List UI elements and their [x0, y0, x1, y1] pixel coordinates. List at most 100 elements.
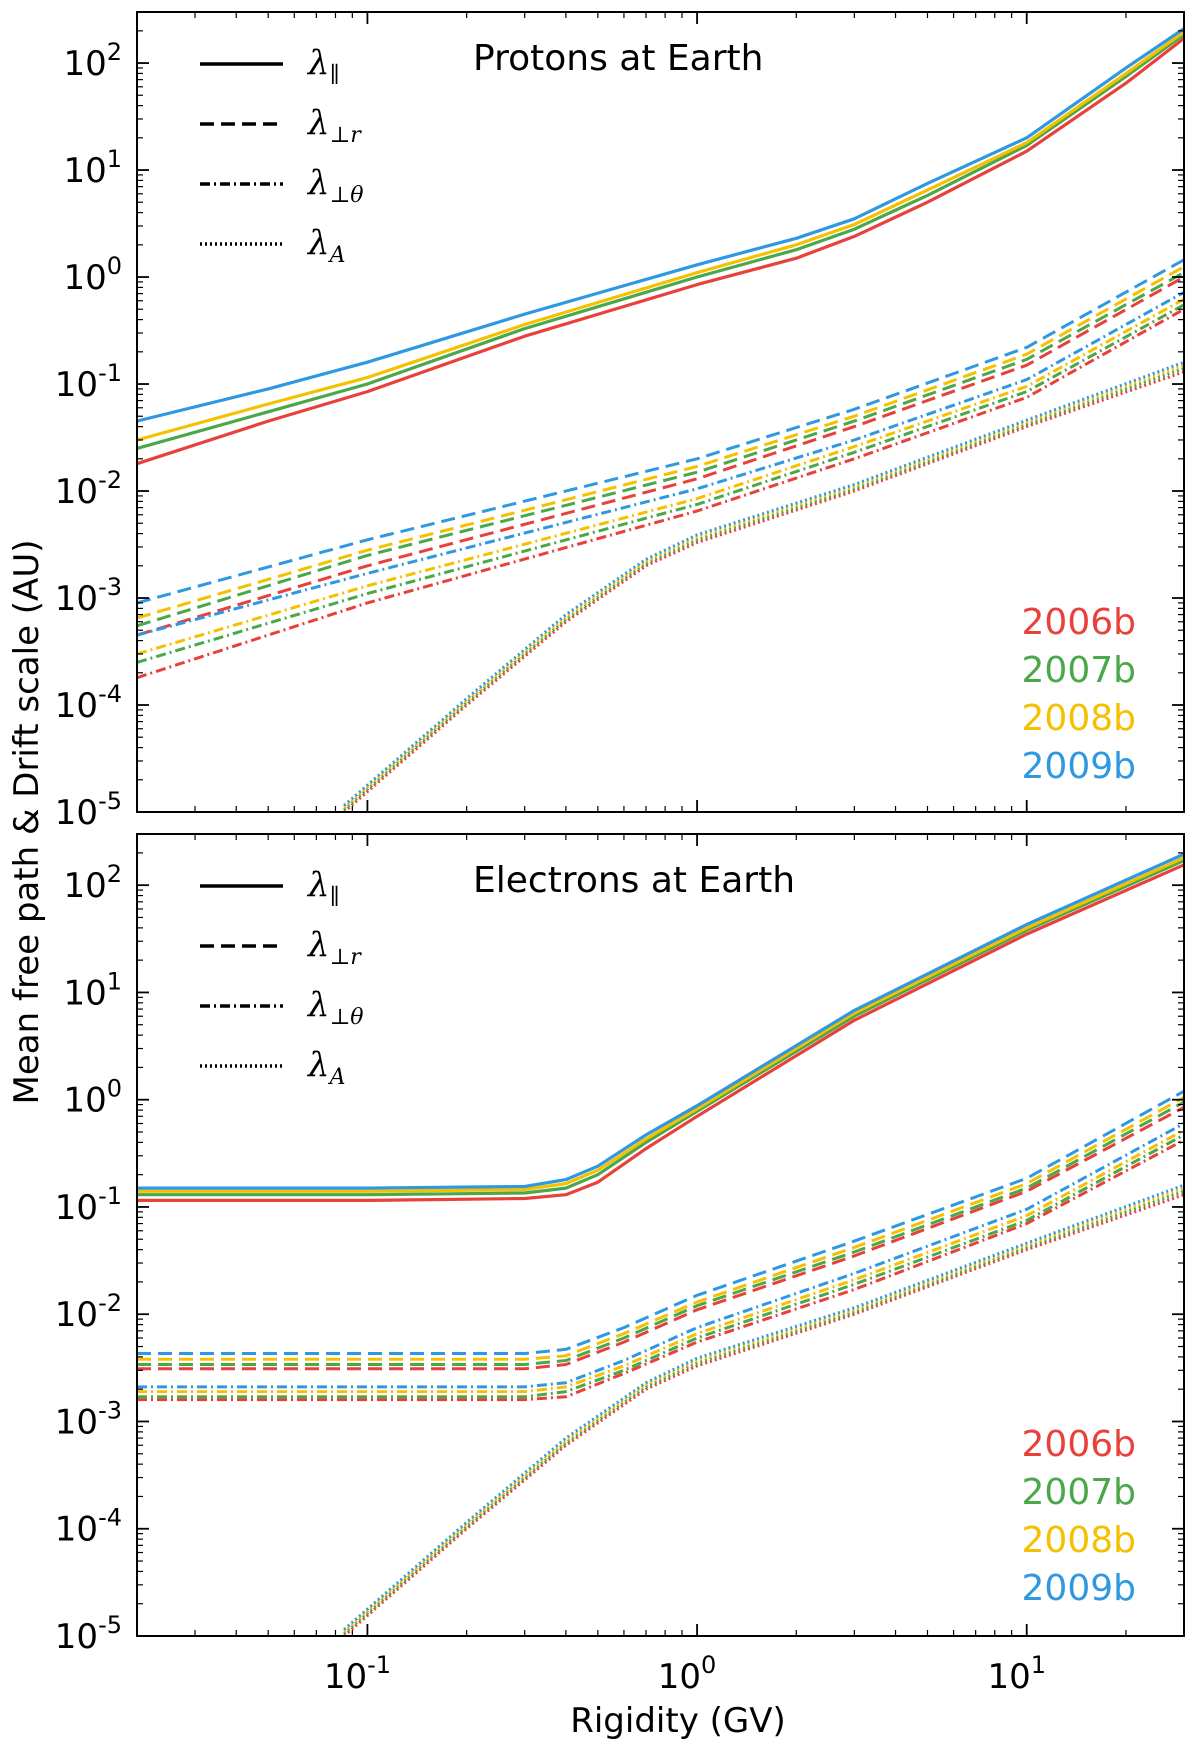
legend-label: λ⊥θ	[306, 163, 364, 208]
plot-frame	[136, 833, 1185, 1637]
series-line-2009b-lambda-A	[343, 360, 1184, 807]
x-tick-label: 10-1	[324, 1651, 391, 1697]
y-tick-base: 10	[55, 686, 98, 726]
y-tick-exponent: 1	[107, 967, 122, 995]
year-legend-2006b: 2006b	[1022, 602, 1136, 643]
series-line-2009b-lambda-par	[137, 27, 1184, 423]
legend-label-subscript: ∥	[330, 63, 340, 88]
year-legend-2007b: 2007b	[1022, 1472, 1136, 1513]
series-line-2006b-lambda-perp-theta	[137, 1138, 1184, 1402]
y-tick-exponent: -2	[98, 1289, 122, 1317]
series-line-2006b-lambda-perp-r	[137, 275, 1184, 637]
series-line-2007b-lambda-perp-r	[137, 271, 1184, 628]
major-ticks	[137, 834, 1184, 1637]
y-tick-label: 100	[63, 252, 122, 298]
y-tick-base: 10	[55, 1617, 98, 1657]
series-line-2007b-lambda-A	[343, 366, 1184, 811]
series-line-2007b-lambda-A	[343, 1189, 1184, 1635]
year-legend-2007b: 2007b	[1022, 650, 1136, 691]
x-tick-exponent: 1	[1031, 1651, 1046, 1679]
major-ticks	[137, 12, 1184, 813]
series-line-2008b-lambda-perp-r	[137, 1096, 1184, 1361]
x-tick-exponent: -1	[367, 1651, 391, 1679]
series-group	[137, 852, 1184, 1636]
legend-label-subscript: ⊥r	[330, 945, 363, 970]
series-line-2008b-lambda-perp-theta	[137, 297, 1184, 656]
y-tick-label: 10-2	[55, 466, 122, 512]
x-tick-label: 101	[987, 1651, 1046, 1697]
legend-label: λ∥	[306, 865, 340, 910]
y-tick-exponent: -5	[98, 787, 122, 815]
legend-label-subscript: A	[328, 243, 346, 268]
series-line-2009b-lambda-perp-theta	[137, 1122, 1184, 1389]
series-line-2008b-lambda-par	[137, 856, 1184, 1193]
y-tick-label: 10-1	[55, 1182, 122, 1228]
legend-label-subscript: ⊥θ	[330, 183, 364, 208]
y-tick-label: 10-2	[55, 1289, 122, 1335]
series-line-2007b-lambda-par	[137, 859, 1184, 1197]
y-tick-exponent: 1	[107, 145, 122, 173]
y-tick-exponent: -4	[98, 680, 122, 708]
x-tick-base: 10	[987, 1657, 1030, 1697]
series-line-2007b-lambda-par	[137, 33, 1184, 450]
year-legend-2009b: 2009b	[1022, 1568, 1136, 1609]
year-legend-2008b: 2008b	[1022, 1520, 1136, 1561]
y-tick-exponent: -3	[98, 573, 122, 601]
series-line-2007b-lambda-perp-theta	[137, 303, 1184, 664]
series-line-2006b-lambda-A	[343, 1193, 1184, 1636]
series-group	[137, 27, 1184, 812]
x-axis-title: Rigidity (GV)	[570, 1701, 786, 1741]
series-line-2009b-lambda-par	[137, 852, 1184, 1190]
year-legend-2009b: 2009b	[1022, 746, 1136, 787]
legend-label: λA	[306, 1045, 345, 1090]
legend-label-main: λ	[306, 103, 330, 143]
legend-label-subscript: ∥	[330, 885, 340, 910]
y-tick-label: 10-1	[55, 359, 122, 405]
series-line-2006b-lambda-perp-r	[137, 1105, 1184, 1371]
y-tick-label: 100	[63, 1075, 122, 1121]
y-tick-exponent: 2	[107, 860, 122, 888]
x-tick-label: 100	[658, 1651, 717, 1697]
y-tick-exponent: 2	[107, 38, 122, 66]
y-tick-label: 10-3	[55, 1396, 122, 1442]
y-tick-base: 10	[55, 1295, 98, 1335]
y-axis-title: Mean free path & Drift scale (AU)	[7, 540, 47, 1105]
legend-label: λ⊥θ	[306, 985, 364, 1030]
panel-title: Protons at Earth	[473, 38, 763, 79]
y-tick-label: 102	[63, 38, 122, 84]
y-tick-exponent: -5	[98, 1611, 122, 1639]
legend-label-main: λ	[306, 1045, 330, 1085]
series-line-2007b-lambda-perp-r	[137, 1100, 1184, 1366]
series-line-2009b-lambda-A	[343, 1183, 1184, 1631]
y-tick-base: 10	[55, 1188, 98, 1228]
y-tick-exponent: 0	[107, 252, 122, 280]
y-tick-base: 10	[55, 472, 98, 512]
legend-label: λ∥	[306, 43, 340, 88]
y-tick-exponent: -4	[98, 1504, 122, 1532]
legend-label-subscript: ⊥r	[330, 123, 363, 148]
y-tick-exponent: -1	[98, 1182, 122, 1210]
series-line-2008b-lambda-A	[343, 1186, 1184, 1633]
y-tick-label: 102	[63, 860, 122, 906]
legend-label: λA	[306, 223, 345, 268]
y-tick-base: 10	[55, 365, 98, 405]
series-line-2009b-lambda-perp-theta	[137, 290, 1184, 637]
series-line-2006b-lambda-par	[137, 37, 1184, 466]
y-tick-base: 10	[55, 1402, 98, 1442]
x-tick-base: 10	[658, 1657, 701, 1697]
legend-label-main: λ	[306, 223, 330, 263]
plot-frame	[136, 11, 1185, 813]
legend-label-subscript: A	[328, 1065, 346, 1090]
legend-label: λ⊥r	[306, 103, 362, 148]
legend-label-main: λ	[306, 43, 330, 83]
legend-label-main: λ	[306, 163, 330, 203]
y-tick-base: 10	[63, 1081, 106, 1121]
y-tick-base: 10	[55, 1510, 98, 1550]
series-line-2008b-lambda-perp-r	[137, 265, 1184, 620]
y-tick-base: 10	[63, 258, 106, 298]
y-tick-base: 10	[63, 44, 106, 84]
y-tick-label: 10-5	[55, 787, 122, 833]
y-tick-base: 10	[55, 579, 98, 619]
